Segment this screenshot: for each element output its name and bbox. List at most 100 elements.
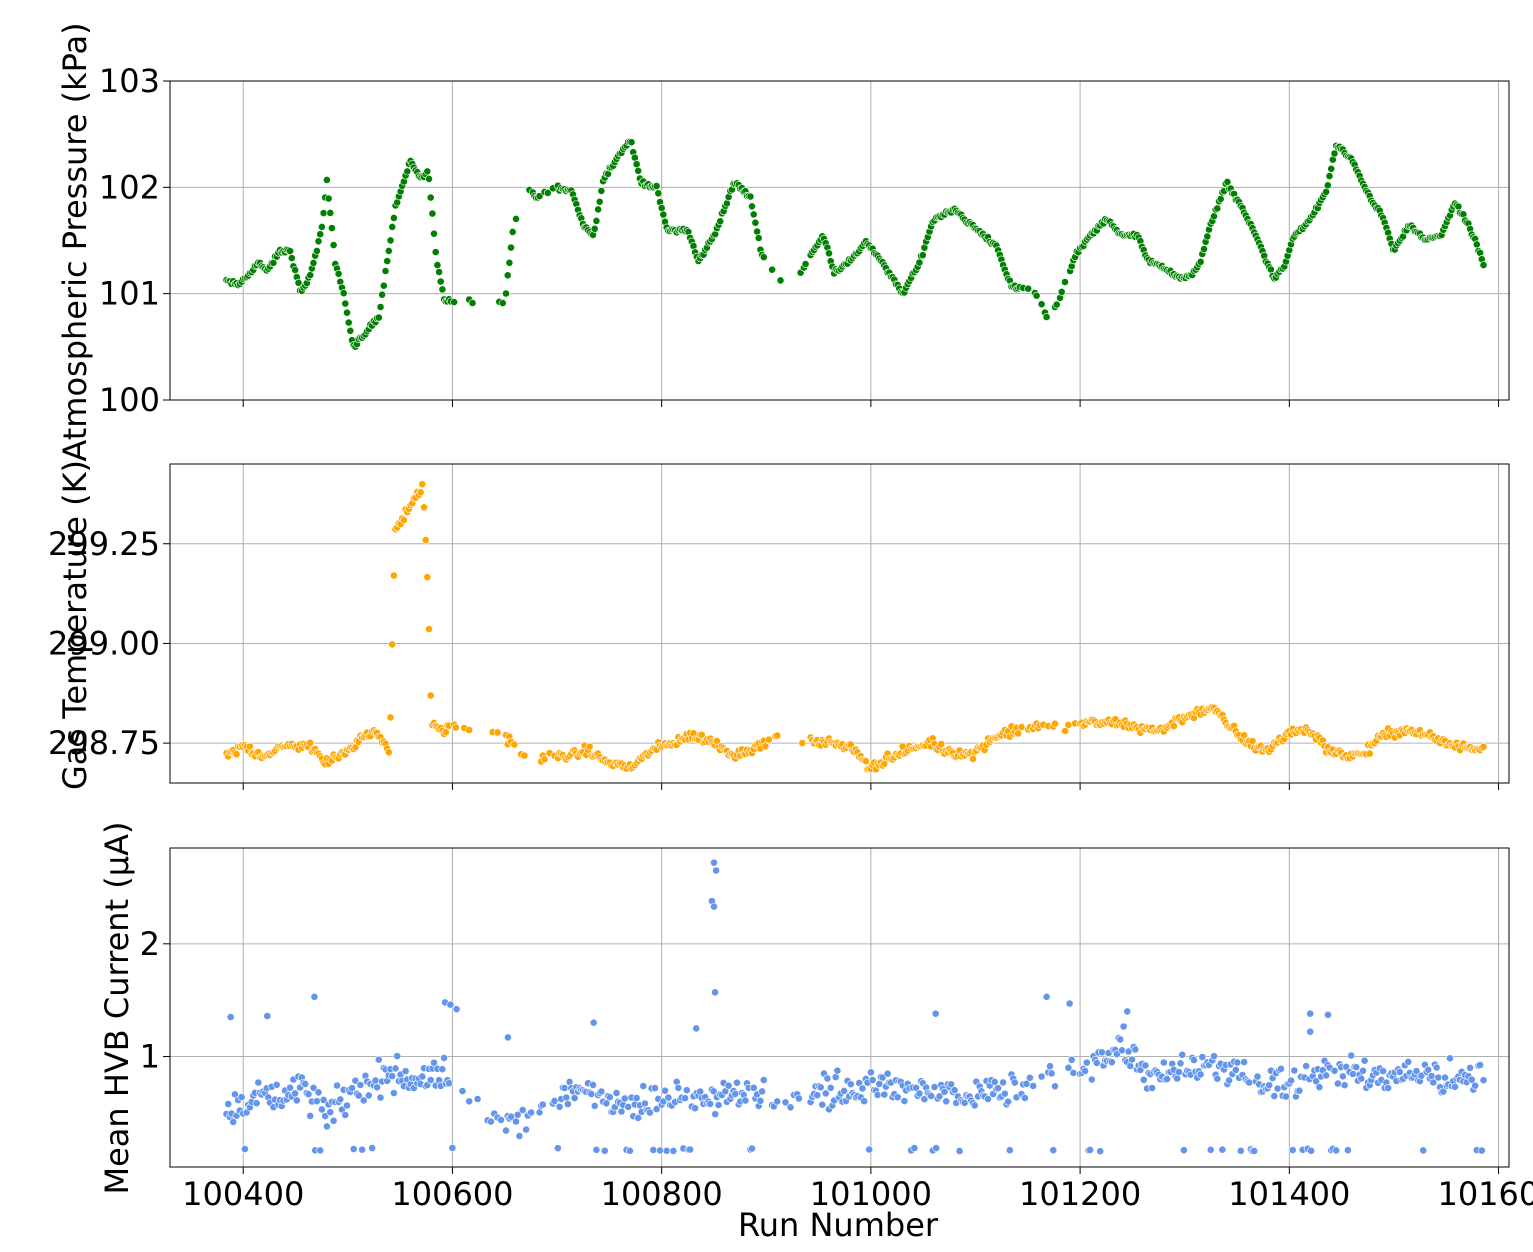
data-point (696, 1087, 705, 1096)
data-point (497, 1116, 505, 1124)
data-point (356, 1081, 365, 1089)
temperature-panel: 298.75 299.00 299.25 (48, 463, 1510, 790)
data-point (373, 1083, 381, 1092)
data-point (746, 192, 755, 201)
data-point (915, 1089, 924, 1098)
x-tick-label: 100400 (182, 1175, 304, 1213)
data-point (1061, 727, 1069, 735)
data-point (503, 271, 512, 280)
data-point (316, 1146, 325, 1155)
data-point (1000, 1089, 1009, 1098)
data-point (319, 1096, 328, 1104)
data-point (999, 1078, 1007, 1087)
data-point (605, 1093, 614, 1102)
data-point (1479, 261, 1488, 269)
data-point (1010, 1078, 1019, 1087)
x-tick-label: 100800 (601, 1175, 723, 1213)
data-point (232, 750, 241, 759)
data-point (341, 299, 350, 308)
data-point (1173, 1074, 1182, 1083)
data-point (465, 1097, 474, 1106)
data-point (759, 1076, 768, 1084)
data-point (309, 1083, 318, 1092)
data-point (931, 1009, 940, 1018)
y-tick-label: 100 (99, 381, 160, 419)
data-point (761, 742, 770, 751)
data-point (1116, 1035, 1125, 1044)
data-point (674, 1084, 683, 1092)
data-point (1092, 1059, 1101, 1067)
data-point (1210, 1052, 1218, 1061)
data-point (592, 216, 601, 225)
data-point (451, 723, 460, 732)
data-point (486, 1117, 495, 1126)
x-tick-label: 100600 (391, 1175, 513, 1213)
data-point (324, 194, 333, 203)
data-point (1176, 1059, 1185, 1068)
data-point (1014, 729, 1023, 738)
data-point (522, 1125, 530, 1134)
data-point (709, 1087, 718, 1096)
data-point (1131, 1045, 1140, 1054)
data-point (430, 229, 438, 238)
data-point (657, 204, 666, 212)
data-point (1108, 1058, 1116, 1067)
data-point (1451, 1082, 1459, 1091)
data-point (393, 1052, 402, 1060)
data-point (873, 1091, 882, 1099)
data-point (1198, 1053, 1207, 1061)
data-point (386, 236, 395, 245)
data-point (751, 218, 760, 227)
data-point (317, 1105, 326, 1114)
data-point (893, 1093, 902, 1102)
data-point (310, 992, 319, 1001)
data-point (597, 1087, 606, 1096)
data-point (316, 230, 325, 239)
data-point (947, 1080, 956, 1089)
data-point (364, 1091, 373, 1100)
data-point (520, 751, 529, 760)
data-point (389, 571, 398, 580)
data-point (421, 536, 430, 544)
data-point (773, 731, 782, 740)
data-point (564, 1100, 572, 1108)
data-point (716, 217, 725, 226)
y-tick-label: 1 (140, 1038, 160, 1076)
data-point (294, 278, 303, 287)
data-point (937, 740, 946, 748)
data-point (237, 1093, 246, 1101)
data-point (314, 237, 323, 246)
data-point (1139, 1075, 1148, 1084)
data-point (624, 1103, 633, 1111)
data-point (920, 1095, 929, 1104)
data-point (436, 277, 445, 286)
data-point (935, 1092, 944, 1101)
data-point (1021, 1094, 1029, 1102)
data-point (669, 1147, 678, 1155)
data-point (1086, 1146, 1094, 1154)
data-point (388, 222, 397, 231)
data-point (930, 1083, 939, 1091)
data-point (910, 1144, 919, 1152)
data-point (336, 1095, 345, 1104)
data-point (1225, 1076, 1233, 1085)
data-point (1441, 1073, 1449, 1082)
data-point (317, 222, 326, 231)
data-point (612, 1089, 621, 1097)
data-point (560, 1084, 569, 1092)
data-point (749, 1083, 758, 1092)
data-point (659, 1097, 668, 1106)
data-point (764, 735, 773, 744)
data-point (468, 299, 477, 307)
data-point (458, 1087, 467, 1095)
data-point (741, 1096, 750, 1105)
data-point (1330, 1066, 1339, 1075)
data-point (428, 209, 437, 218)
data-point (1061, 278, 1069, 286)
data-point (1210, 212, 1218, 221)
data-point (1233, 1058, 1242, 1067)
data-point (272, 1080, 281, 1089)
x-axis-label: Run Number (738, 1206, 939, 1244)
data-point (1141, 1061, 1150, 1070)
data-point (686, 1145, 694, 1154)
